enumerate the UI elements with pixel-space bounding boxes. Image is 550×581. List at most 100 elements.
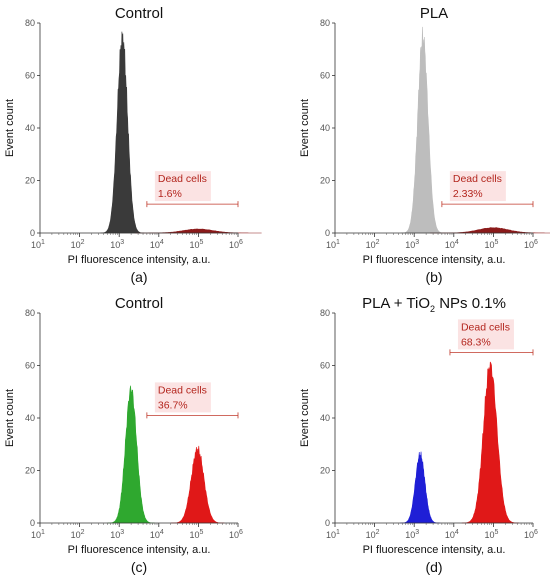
y-tick-label: 0 (30, 518, 35, 528)
panel-label: (d) (425, 559, 442, 575)
histogram-series-1-peak-0 (461, 361, 519, 524)
x-tick-base: 10 (110, 530, 120, 540)
x-tick-label: 105 (484, 529, 498, 540)
x-tick-exponent: 1 (336, 529, 340, 536)
x-tick-base: 10 (189, 530, 199, 540)
x-tick-exponent: 3 (120, 529, 124, 536)
x-tick-exponent: 4 (160, 529, 164, 536)
x-tick-exponent: 2 (376, 529, 380, 536)
y-tick-label: 60 (25, 361, 35, 371)
gate-label-background (154, 382, 211, 413)
gate-percentage: 68.3% (461, 336, 491, 348)
x-tick-base: 10 (229, 530, 239, 540)
y-tick-label: 80 (320, 18, 330, 28)
chart-title: Control (115, 5, 163, 22)
x-tick-base: 10 (524, 530, 534, 540)
x-tick-label: 103 (110, 529, 124, 540)
y-tick-label: 40 (320, 123, 330, 133)
x-tick-base: 10 (366, 240, 376, 250)
y-tick-label: 0 (325, 228, 330, 238)
x-tick-exponent: 5 (199, 239, 203, 246)
x-tick-label: 101 (326, 239, 340, 250)
x-tick-label: 101 (31, 529, 45, 540)
x-tick-label: 102 (366, 239, 380, 250)
x-tick-exponent: 1 (336, 239, 340, 246)
x-tick-base: 10 (484, 530, 494, 540)
x-tick-base: 10 (71, 530, 81, 540)
y-tick-label: 0 (325, 518, 330, 528)
y-axis-label: Event count (4, 389, 16, 447)
x-tick-base: 10 (31, 240, 41, 250)
chart-title-main: Control (115, 5, 163, 22)
x-tick-exponent: 4 (455, 239, 459, 246)
x-tick-exponent: 2 (376, 239, 380, 246)
x-tick-label: 102 (71, 529, 85, 540)
y-tick-label: 60 (25, 71, 35, 81)
y-tick-label: 80 (320, 308, 330, 318)
x-tick-base: 10 (405, 530, 415, 540)
y-tick-label: 20 (25, 466, 35, 476)
y-tick-label: 60 (320, 71, 330, 81)
chart-title-rest: NPs 0.1% (435, 295, 506, 312)
chart-title-main: PLA (420, 5, 448, 22)
x-tick-label: 101 (326, 529, 340, 540)
histogram-series-1-peak-0 (430, 227, 550, 234)
y-tick-label: 80 (25, 18, 35, 28)
y-axis-label: Event count (299, 99, 311, 157)
y-axis-label: Event count (299, 389, 311, 447)
y-tick-label: 40 (25, 123, 35, 133)
x-tick-exponent: 2 (81, 239, 85, 246)
x-tick-label: 106 (229, 529, 243, 540)
x-tick-label: 102 (366, 529, 380, 540)
gate-label-background (449, 171, 506, 202)
x-tick-base: 10 (445, 530, 455, 540)
x-tick-base: 10 (405, 240, 415, 250)
x-tick-base: 10 (229, 240, 239, 250)
histogram-series-0-peak-0 (399, 451, 441, 524)
x-tick-label: 106 (524, 239, 538, 250)
x-axis-label: PI fluorescence intensity, a.u. (68, 254, 211, 266)
chart-title: Control (115, 295, 163, 312)
gate-label-background (457, 319, 514, 350)
x-tick-exponent: 5 (494, 239, 498, 246)
x-tick-label: 102 (71, 239, 85, 250)
x-tick-label: 105 (189, 239, 203, 250)
x-axis-label: PI fluorescence intensity, a.u. (363, 544, 506, 556)
x-tick-exponent: 5 (199, 529, 203, 536)
x-tick-exponent: 6 (534, 529, 538, 536)
y-tick-label: 20 (25, 176, 35, 186)
x-axis-label: PI fluorescence intensity, a.u. (68, 544, 211, 556)
x-tick-label: 106 (524, 529, 538, 540)
gate-name: Dead cells (461, 321, 510, 333)
y-tick-label: 60 (320, 361, 330, 371)
x-tick-base: 10 (366, 530, 376, 540)
x-tick-base: 10 (524, 240, 534, 250)
y-tick-label: 20 (320, 466, 330, 476)
x-tick-exponent: 6 (534, 239, 538, 246)
gate-percentage: 36.7% (158, 399, 188, 411)
y-tick-label: 80 (25, 308, 35, 318)
x-tick-exponent: 4 (160, 239, 164, 246)
x-axis-label: PI fluorescence intensity, a.u. (363, 254, 506, 266)
x-tick-label: 103 (110, 239, 124, 250)
gate-percentage: 1.6% (158, 188, 182, 200)
chart-title-main: Control (115, 295, 163, 312)
x-tick-base: 10 (31, 530, 41, 540)
y-tick-label: 40 (25, 413, 35, 423)
x-tick-exponent: 3 (120, 239, 124, 246)
x-tick-label: 104 (150, 529, 164, 540)
chart-title: PLA + TiO2 NPs 0.1% (362, 295, 506, 314)
panel-label: (b) (425, 269, 442, 285)
x-tick-label: 105 (189, 529, 203, 540)
x-tick-exponent: 4 (455, 529, 459, 536)
x-tick-base: 10 (326, 240, 336, 250)
chart-title: PLA (420, 5, 448, 22)
histogram-series-1-peak-0 (135, 228, 262, 234)
x-tick-label: 106 (229, 239, 243, 250)
x-tick-exponent: 6 (239, 239, 243, 246)
